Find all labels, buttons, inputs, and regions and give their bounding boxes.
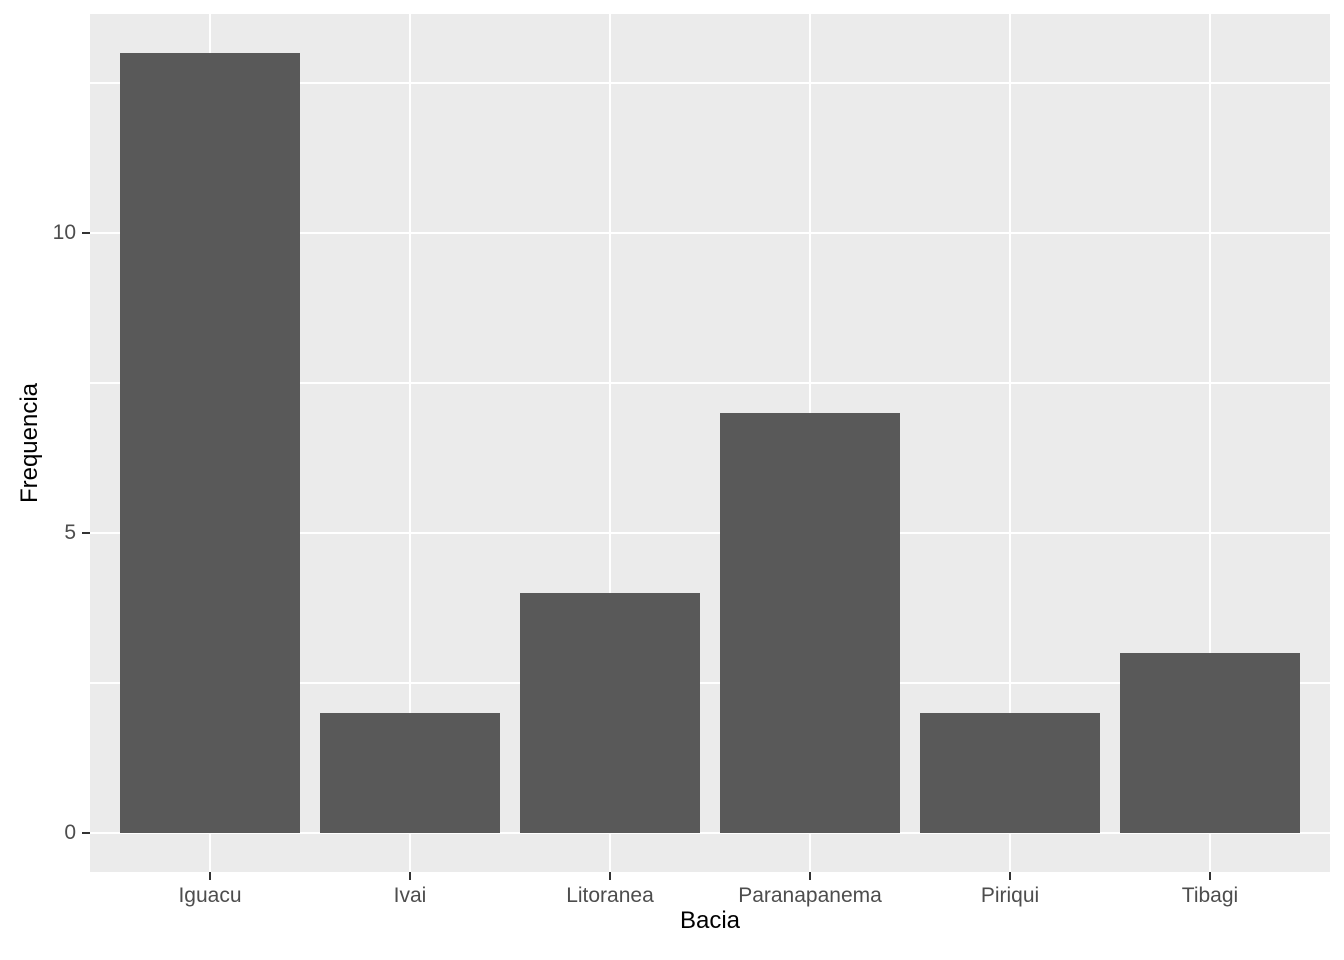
x-axis-title: Bacia bbox=[679, 907, 741, 934]
bar-tibagi bbox=[1120, 653, 1300, 833]
y-tick-label: 10 bbox=[52, 221, 76, 244]
y-axis-title: Frequencia bbox=[16, 382, 43, 504]
y-tick-mark bbox=[82, 831, 90, 835]
bar-iguacu bbox=[120, 53, 300, 833]
x-tick-label: Litoranea bbox=[566, 884, 654, 907]
x-tick-mark bbox=[1208, 872, 1212, 880]
x-tick-mark bbox=[808, 872, 812, 880]
y-tick-mark bbox=[82, 231, 90, 235]
x-tick-label: Ivai bbox=[393, 884, 427, 907]
x-tick-label: Paranapanema bbox=[738, 884, 882, 907]
gridline-vertical bbox=[408, 14, 412, 872]
gridline-minor bbox=[90, 682, 1330, 684]
gridline-minor bbox=[90, 82, 1330, 84]
x-tick-label: Iguacu bbox=[178, 884, 242, 907]
bar-litoranea bbox=[520, 593, 700, 833]
bar-piriqui bbox=[920, 713, 1100, 833]
y-tick-label: 5 bbox=[64, 521, 76, 544]
gridline-vertical bbox=[1008, 14, 1012, 872]
gridline-major bbox=[90, 831, 1330, 835]
x-tick-mark bbox=[208, 872, 212, 880]
plot-panel bbox=[90, 14, 1330, 872]
y-tick-mark bbox=[82, 531, 90, 535]
x-tick-label: Piriqui bbox=[980, 884, 1040, 907]
x-tick-mark bbox=[1008, 872, 1012, 880]
y-tick-label: 0 bbox=[64, 821, 76, 844]
x-tick-mark bbox=[608, 872, 612, 880]
bar-paranapanema bbox=[720, 413, 900, 833]
bar-ivai bbox=[320, 713, 500, 833]
gridline-major bbox=[90, 231, 1330, 235]
gridline-vertical bbox=[1208, 14, 1212, 872]
gridline-minor bbox=[90, 382, 1330, 384]
gridline-vertical bbox=[608, 14, 612, 872]
x-tick-label: Tibagi bbox=[1181, 884, 1239, 907]
gridline-major bbox=[90, 531, 1330, 535]
x-tick-mark bbox=[408, 872, 412, 880]
